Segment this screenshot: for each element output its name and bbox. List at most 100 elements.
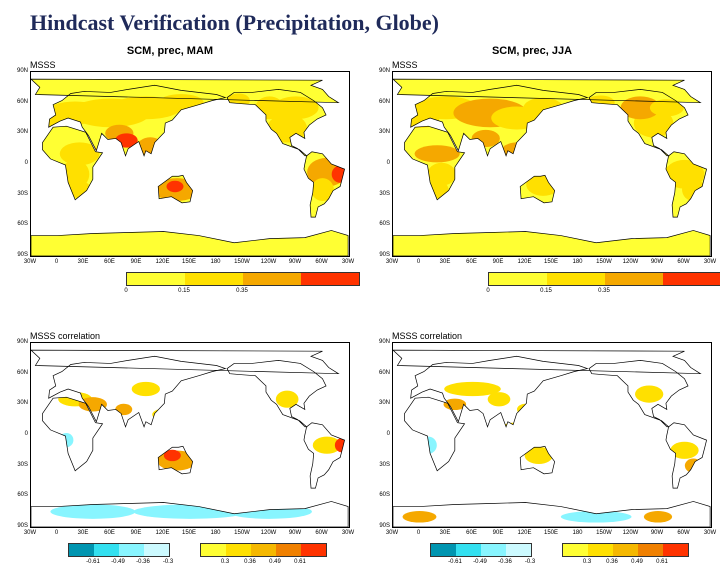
- colorbar-label: 0.3: [582, 559, 592, 565]
- colorbar-label: 0.35: [236, 288, 248, 294]
- skill-hotspot: [136, 429, 165, 447]
- colorbar-label: 0.3: [220, 559, 230, 565]
- skill-hotspot: [499, 142, 534, 166]
- land-area: [404, 397, 465, 471]
- latitude-tick-label: 60N: [378, 98, 390, 105]
- longitude-tick-label: 30W: [385, 530, 399, 536]
- coastline: [303, 422, 345, 489]
- map-panel-corr-jja: MSSS correlation 90N 60N 30N 0 30S 60S 90S 30W 0 3…: [362, 316, 716, 586]
- colorbar-swatch: [201, 544, 226, 556]
- colorbar-label: 0.35: [598, 288, 610, 294]
- skill-hotspot: [163, 449, 181, 462]
- longitude-tick-label: 120W: [260, 259, 277, 265]
- longitude-tick-label: 60W: [677, 530, 690, 536]
- longitude-tick-label: 120W: [622, 530, 639, 536]
- skill-hotspot: [635, 385, 664, 403]
- colorbar-swatch: [251, 544, 276, 556]
- colorbar-corr_neg: [68, 543, 170, 557]
- colorbar-swatch: [301, 544, 326, 556]
- latitude-tick-label: 30S: [379, 461, 390, 468]
- coastline: [410, 355, 589, 428]
- slide-title: Hindcast Verification (Precipitation, Gl…: [30, 10, 440, 35]
- skill-hotspot: [227, 504, 312, 519]
- skill-hotspot: [443, 398, 467, 411]
- longitude-tick-label: 120E: [155, 259, 170, 265]
- skill-hotspot: [649, 99, 684, 117]
- colorbar-msss: [488, 272, 720, 286]
- skill-hotspot: [643, 511, 673, 523]
- skill-hotspot: [148, 147, 188, 171]
- latitude-tick-label: 60S: [379, 221, 390, 228]
- skill-hotspot: [136, 137, 165, 161]
- colorbar-label: -0.3: [162, 559, 174, 565]
- longitude-tick-label: 90W: [650, 530, 664, 536]
- panel-title: SCM, prec, MAM: [126, 45, 214, 57]
- longitude-tick-label: 90W: [288, 259, 302, 265]
- land-area: [227, 360, 327, 427]
- skill-hotspot: [133, 504, 247, 519]
- panel-title: SCM, prec, JJA: [491, 45, 573, 57]
- skill-hotspot: [59, 142, 100, 166]
- skill-hotspot: [524, 446, 553, 465]
- longitude-tick-label: 60E: [466, 259, 477, 265]
- latitude-tick-label: 90N: [378, 68, 390, 74]
- coastline: [42, 396, 104, 472]
- longitude-tick-label: 30W: [23, 530, 37, 536]
- longitude-tick-label: 150E: [181, 259, 197, 265]
- colorbar-label: -0.49: [473, 559, 487, 565]
- longitude-tick-label: 30E: [77, 259, 89, 265]
- skill-hotspot: [586, 95, 615, 110]
- longitude-tick-label: 0: [416, 530, 421, 536]
- longitude-tick-label: 30W: [703, 530, 717, 536]
- land-area: [31, 230, 349, 256]
- longitude-tick-label: 60E: [466, 530, 477, 536]
- longitude-tick-label: 150E: [543, 259, 559, 265]
- panel-field-label: MSSS correlation: [392, 331, 463, 341]
- longitude-tick-label: 90W: [288, 530, 302, 536]
- colorbar-swatch: [506, 544, 531, 556]
- coastline: [665, 422, 707, 489]
- longitude-tick-label: 60W: [677, 259, 690, 265]
- colorbar-label: 0.49: [631, 559, 643, 565]
- coastline: [393, 78, 702, 104]
- longitude-tick-label: 0: [54, 259, 59, 265]
- longitude-tick-label: 90W: [650, 259, 664, 265]
- longitude-tick-label: 120W: [622, 259, 639, 265]
- latitude-tick-label: 60N: [16, 98, 28, 105]
- longitude-tick-label: 150W: [596, 259, 612, 265]
- latitude-tick-label: 60N: [16, 369, 28, 376]
- colorbar-swatch: [547, 273, 605, 285]
- longitude-tick-label: 30W: [341, 530, 355, 536]
- world-map: [30, 71, 350, 257]
- skill-hotspot: [560, 511, 632, 523]
- coastline: [226, 89, 327, 157]
- coastline: [42, 125, 104, 201]
- coastline: [48, 355, 227, 428]
- skill-hotspot: [419, 436, 437, 454]
- longitude-tick-label: 150E: [543, 530, 559, 536]
- skill-hotspot: [515, 155, 545, 173]
- longitude-tick-label: 150E: [181, 530, 197, 536]
- colorbar-label: 0.61: [656, 559, 668, 565]
- colorbar-corr_pos: [200, 543, 327, 557]
- colorbar-label: -0.36: [498, 559, 512, 565]
- longitude-tick-label: 90E: [492, 530, 504, 536]
- colorbar-swatch: [301, 273, 359, 285]
- longitude-tick-label: 30W: [341, 259, 355, 265]
- colorbar-label: 0: [124, 288, 128, 294]
- longitude-tick-label: 60E: [104, 530, 115, 536]
- skill-hotspot: [131, 381, 160, 397]
- world-map: [30, 342, 350, 528]
- latitude-tick-label: 0: [24, 431, 28, 437]
- skill-hotspot: [526, 172, 561, 196]
- coastline: [588, 89, 689, 157]
- longitude-tick-label: 30W: [23, 259, 37, 265]
- colorbar-swatch: [613, 544, 638, 556]
- latitude-tick-label: 30N: [378, 129, 390, 136]
- longitude-tick-label: 0: [54, 530, 59, 536]
- skill-hotspot: [523, 97, 563, 118]
- colorbar-label: 0.15: [178, 288, 190, 294]
- longitude-tick-label: 180: [572, 530, 583, 536]
- skill-hotspot: [50, 504, 136, 519]
- colorbar-swatch: [243, 273, 301, 285]
